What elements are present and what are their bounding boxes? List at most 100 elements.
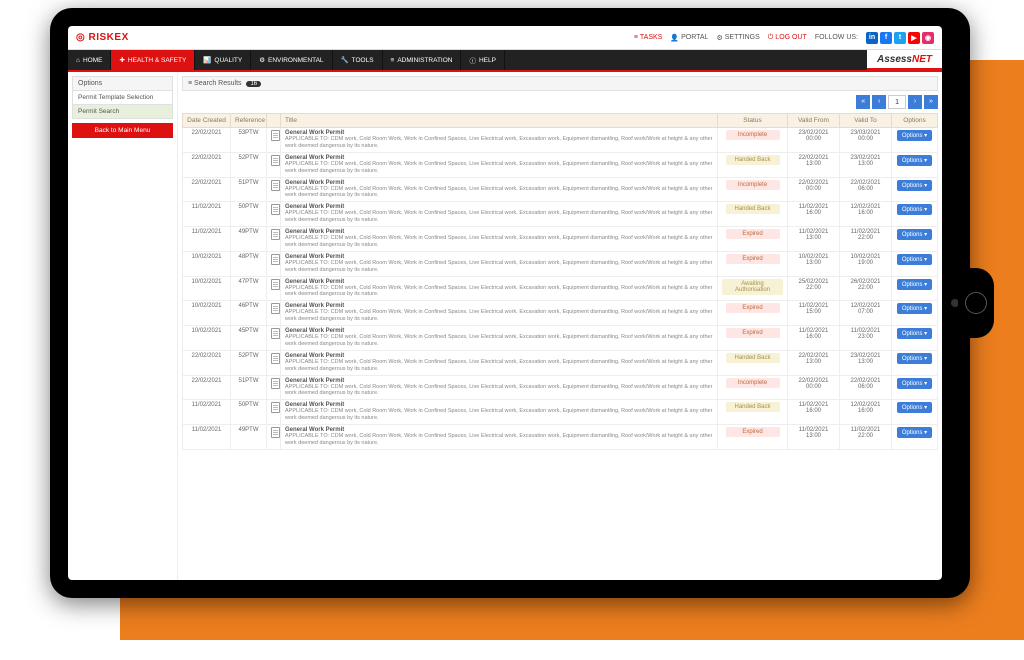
cell-ref: 51PTW (231, 375, 267, 400)
options-button[interactable]: Options (897, 254, 932, 265)
status-badge: Expired (726, 328, 780, 338)
topbar: RISKEX ≡ TASKS 👤 PORTAL ⚙ SETTINGS ⏻ LOG… (68, 26, 942, 50)
table-row: 11/02/202150PTWGeneral Work PermitAPPLIC… (183, 400, 938, 425)
page-prev[interactable]: ‹ (872, 95, 886, 109)
cell-icon (267, 400, 281, 425)
list-icon: ≡ (188, 80, 192, 87)
twitter-icon[interactable]: t (894, 32, 906, 44)
menu-home[interactable]: ⌂HOME (68, 50, 111, 70)
page-next[interactable]: › (908, 95, 922, 109)
cell-icon (267, 350, 281, 375)
cell-vto: 11/02/202122:00 (840, 227, 892, 252)
options-button[interactable]: Options (897, 130, 932, 141)
cell-date: 22/02/2021 (183, 375, 231, 400)
status-badge: Expired (726, 427, 780, 437)
menu-quality[interactable]: 📊QUALITY (195, 50, 251, 70)
home-button[interactable] (958, 268, 994, 338)
cell-icon (267, 227, 281, 252)
cell-ref: 52PTW (231, 350, 267, 375)
sidebar-item-template[interactable]: Permit Template Selection (72, 91, 173, 105)
instagram-icon[interactable]: ◉ (922, 32, 934, 44)
document-icon (271, 180, 280, 191)
linkedin-icon[interactable]: in (866, 32, 878, 44)
gear-icon: ⚙ (716, 34, 722, 42)
col-title: Title (281, 114, 718, 128)
options-button[interactable]: Options (897, 180, 932, 191)
permit-desc: APPLICABLE TO: CDM work, Cold Room Work,… (285, 359, 713, 373)
cell-icon (267, 276, 281, 301)
portal-link[interactable]: 👤 PORTAL (670, 34, 708, 42)
col-options: Options (892, 114, 938, 128)
cell-vfrom: 11/02/202116:00 (788, 400, 840, 425)
col-status: Status (718, 114, 788, 128)
options-button[interactable]: Options (897, 402, 932, 413)
cell-status: Handed Back (718, 202, 788, 227)
options-button[interactable]: Options (897, 378, 932, 389)
cell-title: General Work PermitAPPLICABLE TO: CDM wo… (281, 425, 718, 450)
options-button[interactable]: Options (897, 155, 932, 166)
menu-health-safety[interactable]: ✚HEALTH & SAFETY (111, 50, 195, 70)
cell-date: 11/02/2021 (183, 202, 231, 227)
document-icon (271, 254, 280, 265)
cell-ref: 53PTW (231, 128, 267, 153)
menu-tools[interactable]: 🔧TOOLS (333, 50, 383, 70)
cell-icon (267, 425, 281, 450)
table-row: 11/02/202149PTWGeneral Work PermitAPPLIC… (183, 425, 938, 450)
permit-desc: APPLICABLE TO: CDM work, Cold Room Work,… (285, 408, 713, 422)
permit-desc: APPLICABLE TO: CDM work, Cold Room Work,… (285, 285, 713, 299)
permit-desc: APPLICABLE TO: CDM work, Cold Room Work,… (285, 334, 713, 348)
logout-link[interactable]: ⏻ LOG OUT (768, 34, 807, 42)
table-row: 10/02/202145PTWGeneral Work PermitAPPLIC… (183, 326, 938, 351)
cell-vto: 12/02/202116:00 (840, 400, 892, 425)
cell-icon (267, 128, 281, 153)
cell-icon (267, 202, 281, 227)
cell-ref: 51PTW (231, 177, 267, 202)
options-button[interactable]: Options (897, 229, 932, 240)
document-icon (271, 279, 280, 290)
sidebar-item-search[interactable]: Permit Search (72, 105, 173, 119)
menu-admin[interactable]: ≡ADMINISTRATION (383, 50, 462, 70)
cell-ref: 49PTW (231, 425, 267, 450)
cell-status: Expired (718, 425, 788, 450)
cell-vto: 23/02/202113:00 (840, 350, 892, 375)
page-last[interactable]: » (924, 95, 938, 109)
document-icon (271, 130, 280, 141)
cell-title: General Work PermitAPPLICABLE TO: CDM wo… (281, 251, 718, 276)
search-results-label: Search Results (194, 80, 241, 87)
youtube-icon[interactable]: ▶ (908, 32, 920, 44)
cell-vfrom: 10/02/202113:00 (788, 251, 840, 276)
cell-vfrom: 11/02/202113:00 (788, 425, 840, 450)
power-icon: ⏻ (768, 34, 774, 42)
options-button[interactable]: Options (897, 328, 932, 339)
options-button[interactable]: Options (897, 427, 932, 438)
wrench-icon: 🔧 (341, 56, 349, 64)
bars-icon: ≡ (391, 57, 395, 64)
cell-vfrom: 22/02/202113:00 (788, 152, 840, 177)
cell-status: Expired (718, 301, 788, 326)
options-button[interactable]: Options (897, 279, 932, 290)
cell-vfrom: 25/02/202122:00 (788, 276, 840, 301)
table-row: 22/02/202152PTWGeneral Work PermitAPPLIC… (183, 152, 938, 177)
document-icon (271, 155, 280, 166)
document-icon (271, 229, 280, 240)
cell-date: 10/02/2021 (183, 326, 231, 351)
document-icon (271, 328, 280, 339)
menu-environmental[interactable]: ⚙ENVIRONMENTAL (251, 50, 332, 70)
options-button[interactable]: Options (897, 353, 932, 364)
portal-icon: 👤 (670, 34, 679, 42)
tasks-link[interactable]: ≡ TASKS (634, 34, 663, 41)
table-row: 22/02/202151PTWGeneral Work PermitAPPLIC… (183, 375, 938, 400)
facebook-icon[interactable]: f (880, 32, 892, 44)
brand-logo: RISKEX (76, 32, 129, 43)
cell-status: Incomplete (718, 128, 788, 153)
options-button[interactable]: Options (897, 303, 932, 314)
menu-help[interactable]: ⓘHELP (461, 50, 504, 70)
follow-label: FOLLOW US: (815, 34, 858, 41)
cell-date: 11/02/2021 (183, 400, 231, 425)
settings-link[interactable]: ⚙ SETTINGS (716, 34, 759, 42)
page-first[interactable]: « (856, 95, 870, 109)
cell-date: 22/02/2021 (183, 350, 231, 375)
options-button[interactable]: Options (897, 204, 932, 215)
col-ref: Reference (231, 114, 267, 128)
back-button[interactable]: Back to Main Menu (72, 123, 173, 138)
